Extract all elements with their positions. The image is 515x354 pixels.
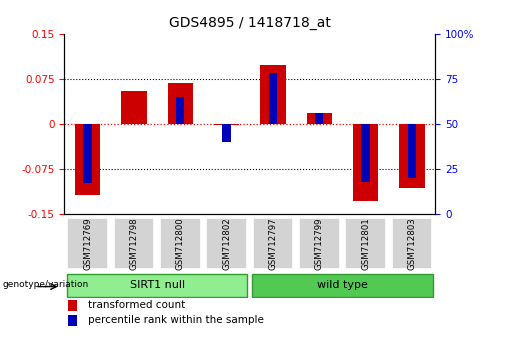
Title: GDS4895 / 1418718_at: GDS4895 / 1418718_at [169, 16, 331, 30]
FancyBboxPatch shape [113, 218, 154, 269]
FancyBboxPatch shape [160, 218, 201, 269]
Bar [269, 73, 277, 124]
Bar [353, 124, 379, 201]
FancyBboxPatch shape [252, 274, 433, 297]
Bar [68, 315, 77, 326]
FancyBboxPatch shape [67, 218, 108, 269]
Bar [399, 124, 425, 188]
FancyBboxPatch shape [391, 218, 433, 269]
Bar [315, 113, 323, 124]
FancyBboxPatch shape [299, 218, 340, 269]
Text: transformed count: transformed count [89, 300, 186, 310]
Text: GSM712800: GSM712800 [176, 217, 185, 270]
Text: GSM712799: GSM712799 [315, 217, 324, 270]
Bar [75, 124, 100, 195]
Bar [222, 124, 231, 142]
Text: wild type: wild type [317, 280, 368, 290]
Text: GSM712797: GSM712797 [268, 217, 278, 270]
Bar [362, 124, 370, 182]
Bar [260, 65, 286, 124]
FancyBboxPatch shape [345, 218, 386, 269]
Bar [306, 113, 332, 124]
Text: percentile rank within the sample: percentile rank within the sample [89, 315, 264, 325]
Bar [214, 124, 239, 125]
Text: GSM712803: GSM712803 [407, 217, 417, 270]
Bar [176, 97, 184, 124]
Bar [121, 91, 147, 124]
Text: GSM712801: GSM712801 [361, 217, 370, 270]
Bar [408, 124, 416, 178]
Text: SIRT1 null: SIRT1 null [129, 280, 185, 290]
Bar [83, 124, 92, 183]
Text: GSM712769: GSM712769 [83, 217, 92, 270]
FancyBboxPatch shape [252, 218, 294, 269]
Text: GSM712798: GSM712798 [129, 217, 139, 270]
Bar [167, 83, 193, 124]
Text: GSM712802: GSM712802 [222, 217, 231, 270]
FancyBboxPatch shape [66, 274, 248, 297]
FancyBboxPatch shape [206, 218, 247, 269]
Text: genotype/variation: genotype/variation [3, 280, 89, 289]
Bar [68, 300, 77, 311]
